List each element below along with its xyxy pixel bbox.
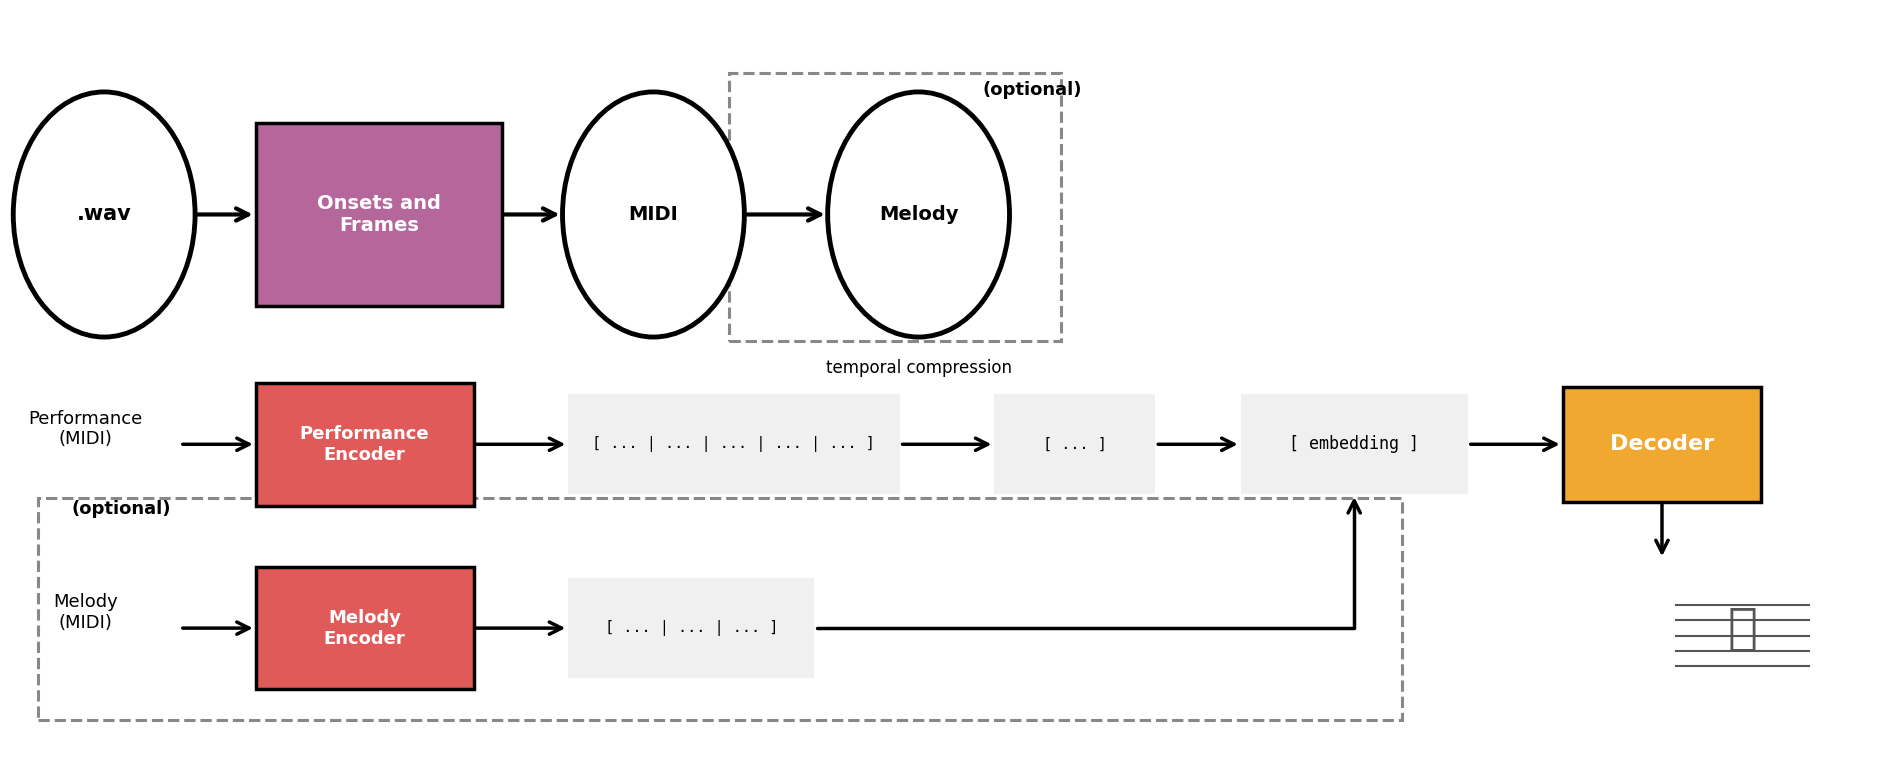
Text: [ ... ]: [ ... ] — [1044, 437, 1106, 452]
Text: MIDI: MIDI — [629, 205, 678, 224]
Text: Decoder: Decoder — [1610, 434, 1714, 454]
Text: .wav: .wav — [78, 205, 131, 224]
Text: 𝄞: 𝄞 — [1727, 604, 1758, 652]
Text: Melody
(MIDI): Melody (MIDI) — [53, 594, 117, 632]
FancyBboxPatch shape — [256, 383, 474, 506]
Ellipse shape — [563, 92, 744, 337]
Ellipse shape — [13, 92, 195, 337]
Text: (optional): (optional) — [72, 500, 172, 519]
Text: temporal compression: temporal compression — [826, 358, 1011, 377]
Text: Onsets and
Frames: Onsets and Frames — [316, 194, 441, 235]
Text: Performance
Encoder: Performance Encoder — [299, 425, 430, 463]
FancyBboxPatch shape — [256, 123, 502, 306]
Text: (optional): (optional) — [983, 80, 1081, 99]
FancyBboxPatch shape — [568, 578, 814, 678]
Text: Performance
(MIDI): Performance (MIDI) — [28, 410, 142, 448]
Text: [ embedding ]: [ embedding ] — [1290, 435, 1419, 453]
Text: Melody
Encoder: Melody Encoder — [324, 609, 405, 647]
Text: Melody: Melody — [879, 205, 958, 224]
FancyBboxPatch shape — [1563, 387, 1761, 502]
FancyBboxPatch shape — [1241, 394, 1468, 494]
FancyBboxPatch shape — [568, 394, 900, 494]
Text: [ ... | ... | ... | ... | ... ]: [ ... | ... | ... | ... | ... ] — [593, 437, 875, 452]
FancyBboxPatch shape — [994, 394, 1155, 494]
Text: [ ... | ... | ... ]: [ ... | ... | ... ] — [604, 620, 778, 636]
FancyBboxPatch shape — [256, 567, 474, 689]
Ellipse shape — [828, 92, 1010, 337]
